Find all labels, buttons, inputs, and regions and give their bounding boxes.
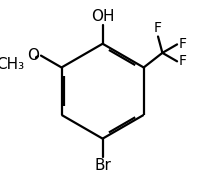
Text: F: F [178,54,186,68]
Text: OH: OH [91,9,114,24]
Text: CH₃: CH₃ [0,57,24,72]
Text: F: F [178,37,186,51]
Text: F: F [154,21,162,35]
Text: Br: Br [94,158,111,173]
Text: O: O [27,48,39,63]
